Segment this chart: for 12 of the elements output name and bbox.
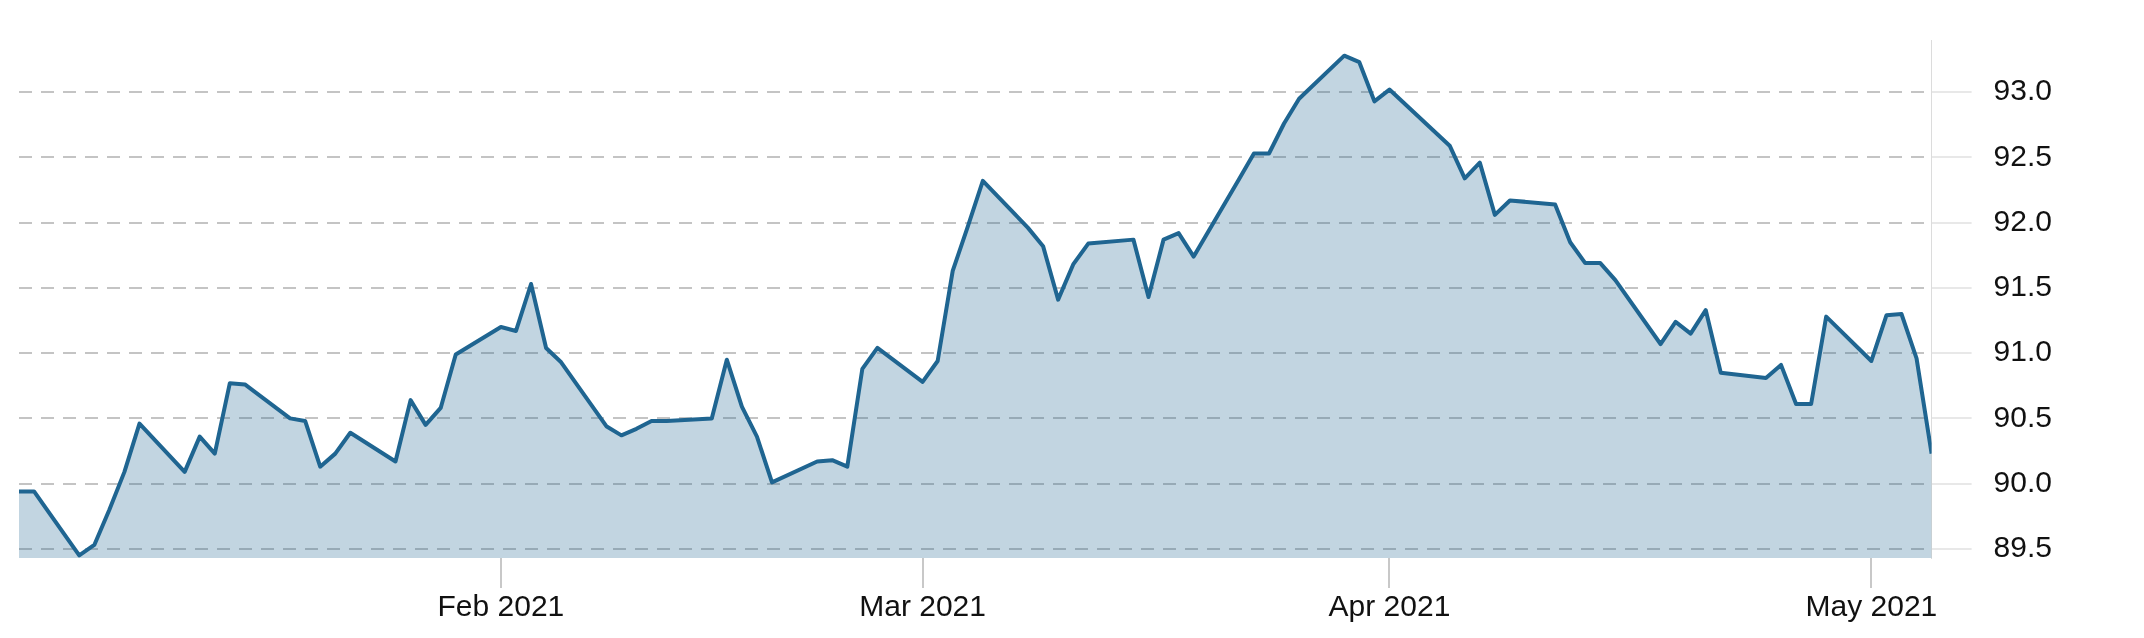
x-tick-label: Apr 2021: [1328, 589, 1451, 623]
y-tick-label: 89.5: [1993, 530, 2052, 564]
x-tick-label: May 2021: [1805, 589, 1938, 623]
x-tick-label: Feb 2021: [437, 589, 565, 623]
x-tick-label: Mar 2021: [859, 589, 986, 623]
y-tick-label: 93.0: [1993, 73, 2052, 107]
y-tick-label: 91.5: [1993, 269, 2052, 303]
y-tick-label: 90.5: [1993, 399, 2052, 433]
y-tick-label: 92.5: [1993, 138, 2052, 172]
y-tick-label: 92.0: [1993, 203, 2052, 237]
y-tick-label: 91.0: [1993, 334, 2052, 368]
y-tick-label: 90.0: [1993, 464, 2052, 498]
